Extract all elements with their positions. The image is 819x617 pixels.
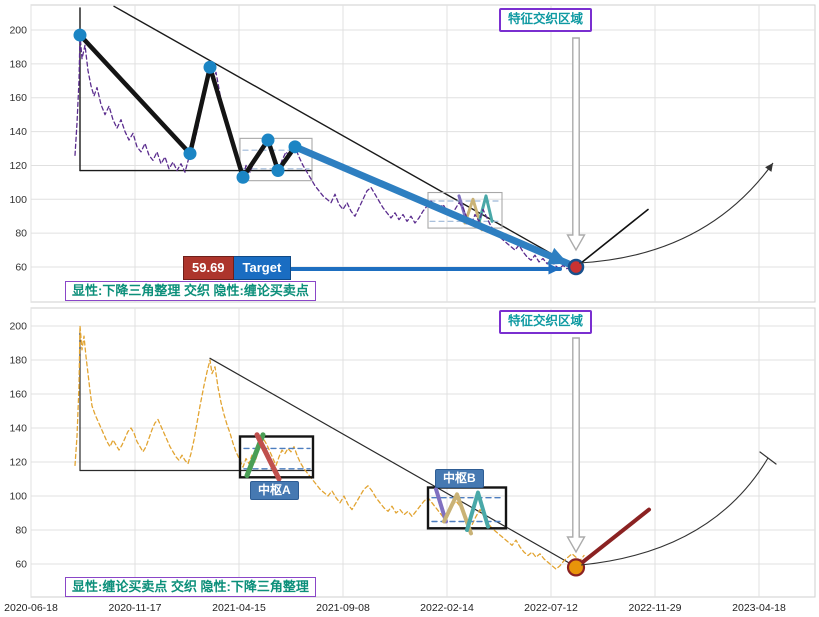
svg-text:100: 100: [9, 194, 27, 206]
svg-text:180: 180: [9, 58, 27, 70]
target-label-badge: Target: [233, 256, 292, 281]
svg-text:2022-02-14: 2022-02-14: [420, 602, 474, 614]
svg-text:200: 200: [9, 321, 27, 333]
svg-text:160: 160: [9, 389, 27, 401]
target-price-badge: 59.69: [183, 256, 234, 281]
svg-text:80: 80: [15, 525, 27, 537]
svg-text:80: 80: [15, 228, 27, 240]
pivot-a-label: 中枢A: [250, 481, 299, 500]
svg-text:2022-07-12: 2022-07-12: [524, 602, 578, 614]
svg-text:2020-06-18: 2020-06-18: [4, 602, 58, 614]
feature-zone-label-bottom: 特征交织区域: [499, 310, 593, 334]
svg-text:140: 140: [9, 126, 27, 138]
feature-zone-label-top: 特征交织区域: [499, 8, 593, 32]
svg-text:2021-09-08: 2021-09-08: [316, 602, 370, 614]
svg-text:120: 120: [9, 457, 27, 469]
svg-text:2020-11-17: 2020-11-17: [109, 602, 162, 614]
svg-text:2021-04-15: 2021-04-15: [212, 602, 266, 614]
svg-text:160: 160: [9, 92, 27, 104]
svg-text:180: 180: [9, 355, 27, 367]
svg-text:2022-11-29: 2022-11-29: [629, 602, 682, 614]
caption-bottom: 显性:缠论买卖点 交织 隐性:下降三角整理: [65, 577, 316, 598]
svg-text:60: 60: [15, 262, 27, 274]
svg-text:100: 100: [9, 491, 27, 503]
pivot-b-label: 中枢B: [435, 469, 484, 488]
svg-text:120: 120: [9, 160, 27, 172]
svg-text:140: 140: [9, 423, 27, 435]
caption-top: 显性:下降三角整理 交织 隐性:缠论买卖点: [65, 281, 316, 302]
svg-text:200: 200: [9, 25, 27, 37]
target-annotation: 59.69 Target: [183, 256, 292, 281]
svg-text:60: 60: [15, 559, 27, 571]
svg-text:2023-04-18: 2023-04-18: [732, 602, 786, 614]
